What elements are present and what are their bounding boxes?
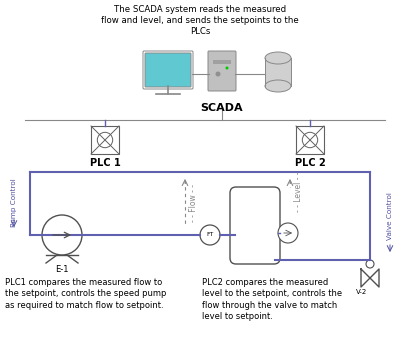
Circle shape (97, 132, 113, 148)
Ellipse shape (265, 80, 291, 92)
FancyBboxPatch shape (145, 53, 191, 87)
Circle shape (200, 225, 220, 245)
Text: V-2: V-2 (356, 289, 368, 295)
Circle shape (302, 132, 318, 148)
Text: Valve Control: Valve Control (387, 192, 393, 240)
Text: Pump Control: Pump Control (11, 179, 17, 228)
Bar (91, 126, 119, 154)
Text: PLC 1: PLC 1 (90, 158, 120, 168)
Bar (265, 58, 291, 86)
Bar (296, 126, 324, 154)
Text: SCADA: SCADA (201, 103, 243, 113)
Text: PLC 2: PLC 2 (295, 158, 325, 168)
Text: - - Level - -: - - Level - - (294, 172, 303, 212)
Circle shape (366, 260, 374, 268)
Circle shape (42, 215, 82, 255)
Bar (213, 60, 231, 64)
Text: PLC1 compares the measured flow to
the setpoint, controls the speed pump
as requ: PLC1 compares the measured flow to the s… (5, 278, 166, 310)
Text: The SCADA system reads the measured
flow and level, and sends the setpoints to t: The SCADA system reads the measured flow… (101, 5, 299, 36)
Text: PLC2 compares the measured
level to the setpoint, controls the
flow through the : PLC2 compares the measured level to the … (202, 278, 342, 321)
Circle shape (278, 223, 298, 243)
Text: FT: FT (206, 232, 214, 238)
Circle shape (216, 72, 220, 76)
Text: E-1: E-1 (55, 265, 69, 274)
FancyBboxPatch shape (230, 187, 280, 264)
FancyBboxPatch shape (208, 51, 236, 91)
Text: - - Flow - -: - - Flow - - (189, 184, 198, 222)
Ellipse shape (265, 52, 291, 64)
Circle shape (226, 67, 228, 69)
